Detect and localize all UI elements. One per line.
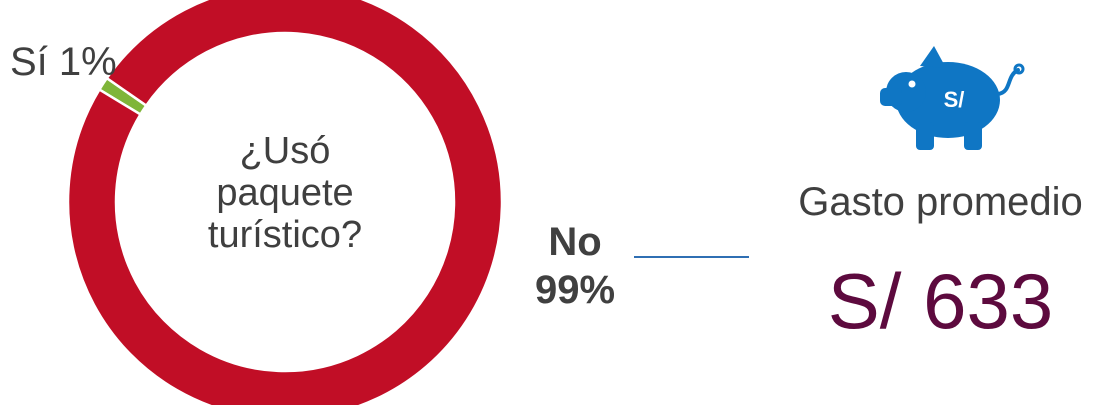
spending-label: Gasto promedio <box>798 180 1083 224</box>
leader-line <box>634 256 749 258</box>
center-question-line-1: ¿Usó <box>239 130 331 172</box>
slice-label-no-name: No <box>548 220 602 264</box>
piggy-bank-icon-text: S/ <box>944 87 965 112</box>
slice-label-no: No 99% <box>515 218 635 314</box>
spending-value: S/ 633 <box>827 257 1054 345</box>
donut-slice-no <box>66 0 504 405</box>
center-question-line-3: turístico? <box>207 214 363 256</box>
donut-chart <box>66 0 504 405</box>
piggy-bank-icon: S/ <box>880 46 1025 150</box>
slice-label-no-pct: 99% <box>534 268 616 312</box>
donut-center-question: ¿Usó paquete turístico? <box>150 130 420 256</box>
slice-label-si: Sí 1% <box>10 40 117 84</box>
center-question-line-2: paquete <box>216 172 354 214</box>
